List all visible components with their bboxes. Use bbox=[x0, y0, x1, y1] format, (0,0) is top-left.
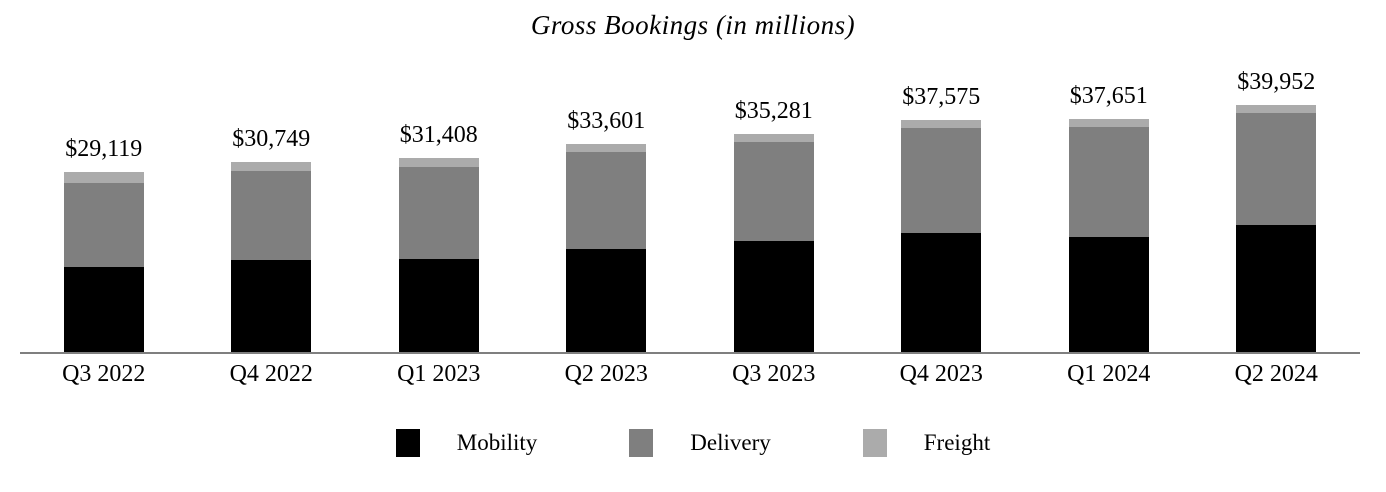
x-axis-label: Q1 2023 bbox=[397, 361, 481, 387]
x-axis-label: Q4 2023 bbox=[899, 361, 983, 387]
plot-area: $29,119 $30,749 $31,408 $33,601 $35,281 $37,5… bbox=[20, 60, 1360, 354]
bar-segment-mobility bbox=[901, 232, 982, 352]
bar-total-label: $35,281 bbox=[734, 97, 813, 124]
bar-column: $33,601 bbox=[523, 60, 691, 352]
bar-segment-mobility bbox=[1236, 224, 1317, 352]
freight-swatch-icon bbox=[862, 429, 887, 457]
bar-segment-mobility bbox=[398, 259, 479, 352]
bar-segment-freight bbox=[63, 172, 144, 183]
bar-segment-mobility bbox=[63, 267, 144, 352]
legend-item-mobility: Mobility bbox=[395, 429, 538, 457]
delivery-swatch-icon bbox=[629, 429, 654, 457]
x-axis-label: Q2 2024 bbox=[1234, 361, 1318, 387]
bar-segment-delivery bbox=[566, 152, 647, 249]
bar-total-label: $31,408 bbox=[399, 121, 478, 148]
legend-label: Mobility bbox=[456, 430, 538, 455]
bar-segment-delivery bbox=[63, 182, 144, 268]
bar-segment-freight bbox=[1236, 104, 1317, 113]
bar-column: $39,952 bbox=[1193, 60, 1361, 352]
bar-total-label: $33,601 bbox=[567, 108, 646, 135]
x-axis: Q3 2022 Q4 2022 Q1 2023 Q2 2023 Q3 2023 Q4 20… bbox=[20, 361, 1360, 388]
bar-total-label: $29,119 bbox=[65, 136, 143, 163]
bar-segment-freight bbox=[231, 161, 312, 172]
bar-segment-delivery bbox=[733, 141, 814, 242]
bar-segment-delivery bbox=[1068, 127, 1149, 237]
bar-segment-mobility bbox=[231, 259, 312, 352]
bar-segment-delivery bbox=[398, 166, 479, 260]
bar-total-label: $37,575 bbox=[902, 83, 981, 110]
bar-column: $37,575 bbox=[858, 60, 1026, 352]
legend-item-delivery: Delivery bbox=[629, 429, 771, 457]
bar-segment-freight bbox=[1068, 119, 1149, 128]
legend-item-freight: Freight bbox=[862, 429, 991, 457]
chart-title: Gross Bookings (in millions) bbox=[530, 10, 856, 40]
legend-label: Freight bbox=[923, 430, 991, 455]
bar-segment-freight bbox=[398, 157, 479, 167]
bar-column: $30,749 bbox=[188, 60, 356, 352]
bar-segment-freight bbox=[733, 133, 814, 142]
mobility-swatch-icon bbox=[395, 429, 420, 457]
bar-column: $31,408 bbox=[355, 60, 523, 352]
x-axis-label: Q3 2023 bbox=[732, 361, 816, 387]
x-axis-label: Q1 2024 bbox=[1067, 361, 1151, 387]
legend-label: Delivery bbox=[690, 430, 771, 455]
bar-column: $35,281 bbox=[690, 60, 858, 352]
x-axis-label: Q2 2023 bbox=[564, 361, 648, 387]
bar-segment-delivery bbox=[1236, 112, 1317, 225]
bar-total-label: $37,651 bbox=[1069, 83, 1148, 110]
bar-segment-freight bbox=[901, 119, 982, 128]
bar-total-label: $30,749 bbox=[232, 125, 311, 152]
bar-segment-freight bbox=[566, 144, 647, 153]
bar-segment-delivery bbox=[901, 127, 982, 233]
bar-column: $37,651 bbox=[1025, 60, 1193, 352]
bar-column: $29,119 bbox=[20, 60, 188, 352]
bar-segment-mobility bbox=[566, 248, 647, 352]
x-axis-label: Q3 2022 bbox=[62, 361, 146, 387]
bar-segment-delivery bbox=[231, 171, 312, 260]
legend: Mobility Delivery Freight bbox=[0, 429, 1386, 457]
x-axis-label: Q4 2022 bbox=[229, 361, 313, 387]
bar-segment-mobility bbox=[1068, 236, 1149, 352]
bar-segment-mobility bbox=[733, 241, 814, 352]
bar-total-label: $39,952 bbox=[1237, 68, 1316, 95]
